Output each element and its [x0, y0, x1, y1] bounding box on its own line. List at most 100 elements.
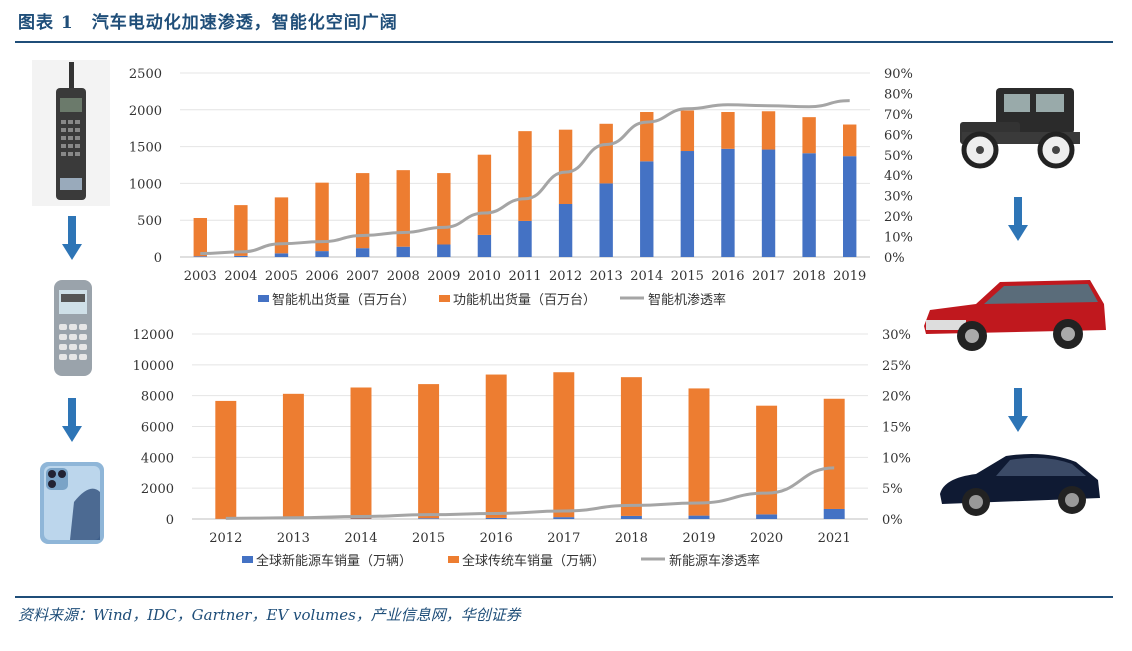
y-left-tick-label: 0: [154, 251, 162, 266]
y-left-tick-label: 500: [137, 214, 162, 229]
bar: [437, 173, 451, 245]
x-tick-label: 2004: [224, 269, 257, 284]
y-left-tick-label: 1500: [129, 141, 162, 156]
y-left-tick-label: 10000: [133, 359, 174, 374]
y-right-tick-label: 20%: [884, 210, 913, 225]
bar: [234, 255, 248, 257]
legend-label: 全球新能源车销量（万辆）: [256, 553, 412, 569]
x-tick-label: 2008: [387, 269, 420, 284]
legend-swatch: [439, 295, 450, 302]
x-tick-label: 2012: [549, 269, 582, 284]
bar: [315, 182, 329, 252]
bar: [518, 220, 532, 257]
bar: [274, 253, 289, 257]
x-tick-label: 2013: [277, 531, 310, 546]
bar: [282, 393, 304, 519]
legend-label: 新能源车渗透率: [669, 553, 760, 569]
x-tick-label: 2016: [480, 531, 513, 546]
bar: [620, 377, 642, 516]
series-line: [200, 99, 850, 256]
series-line: [225, 466, 835, 520]
x-tick-label: 2017: [547, 531, 580, 546]
x-tick-label: 2011: [508, 269, 541, 284]
bar: [558, 129, 573, 205]
bar: [761, 149, 776, 257]
bar: [823, 508, 845, 519]
feature-phone-icon: [54, 280, 92, 376]
y-right-tick-label: 10%: [882, 451, 911, 466]
header-rule: [15, 41, 1113, 43]
bar: [640, 112, 654, 162]
footer-rule: [15, 596, 1113, 598]
legend-label: 智能机出货量（百万台）: [272, 292, 415, 308]
bar: [193, 256, 207, 257]
bar: [234, 205, 248, 256]
y-left-tick-label: 6000: [141, 421, 174, 436]
y-right-tick-label: 5%: [882, 482, 903, 497]
y-right-tick-label: 80%: [884, 87, 913, 102]
bar: [518, 131, 532, 221]
y-left-tick-label: 0: [166, 513, 174, 528]
bar: [418, 518, 440, 519]
y-right-tick-label: 30%: [884, 190, 913, 205]
bar: [355, 248, 370, 257]
bar: [553, 372, 575, 518]
electric-car-icon: [940, 454, 1100, 516]
y-right-tick-label: 90%: [884, 67, 913, 82]
bar: [396, 170, 410, 247]
y-right-tick-label: 50%: [884, 149, 913, 164]
bar: [756, 514, 778, 519]
y-right-tick-label: 30%: [882, 328, 911, 343]
legend-label: 功能机出货量（百万台）: [453, 292, 596, 308]
arrow-down-icon: [62, 398, 82, 442]
y-right-tick-label: 20%: [882, 390, 911, 405]
x-tick-label: 2020: [750, 531, 783, 546]
bar: [802, 153, 816, 257]
bar: [274, 197, 289, 254]
bar: [843, 156, 857, 257]
bar: [688, 388, 710, 516]
bar: [418, 384, 440, 519]
arrow-down-icon: [62, 216, 82, 260]
x-tick-label: 2013: [590, 269, 623, 284]
bar: [680, 151, 695, 257]
bar: [620, 515, 642, 519]
y-right-tick-label: 0%: [882, 513, 903, 528]
car-sales-chart: 0 2000 4000 6000 8000 10000 12000 0% 5% 10% 15% 20%…: [133, 328, 911, 569]
bar: [721, 148, 735, 257]
x-tick-label: 2021: [818, 531, 851, 546]
legend-swatch: [242, 556, 253, 563]
page-title: 图表 1 汽车电动化加速渗透，智能化空间广阔: [18, 13, 398, 33]
y-right-tick-label: 70%: [884, 108, 913, 123]
bar: [477, 154, 492, 235]
source-note: 资料来源：Wind，IDC，Gartner，EV volumes，产业信息网，华…: [18, 606, 521, 624]
legend-label: 智能机渗透率: [648, 292, 726, 308]
bar: [843, 124, 857, 157]
y-right-tick-label: 60%: [884, 128, 913, 143]
x-tick-label: 2016: [711, 269, 744, 284]
bar: [756, 405, 778, 515]
arrow-down-icon: [1008, 388, 1028, 432]
x-tick-label: 2005: [265, 269, 298, 284]
bar: [599, 123, 613, 184]
bar: [437, 244, 451, 257]
x-tick-label: 2009: [427, 269, 460, 284]
y-left-tick-label: 2500: [129, 67, 162, 82]
legend-label: 全球传统车销量（万辆）: [462, 553, 605, 569]
x-tick-label: 2018: [615, 531, 648, 546]
bar: [688, 515, 710, 519]
bar: [396, 246, 410, 257]
y-left-tick-label: 12000: [133, 328, 174, 343]
y-right-tick-label: 40%: [884, 169, 913, 184]
y-right-tick-label: 10%: [884, 231, 913, 246]
bar: [599, 183, 613, 257]
bar: [215, 400, 237, 519]
bar: [477, 234, 492, 257]
y-left-tick-label: 1000: [129, 177, 162, 192]
y-right-tick-label: 15%: [882, 421, 911, 436]
bar: [485, 374, 507, 518]
bar: [553, 517, 575, 519]
y-right-tick-label: 0%: [884, 251, 905, 266]
bar: [485, 517, 507, 519]
brick-phone-icon: [32, 60, 110, 206]
